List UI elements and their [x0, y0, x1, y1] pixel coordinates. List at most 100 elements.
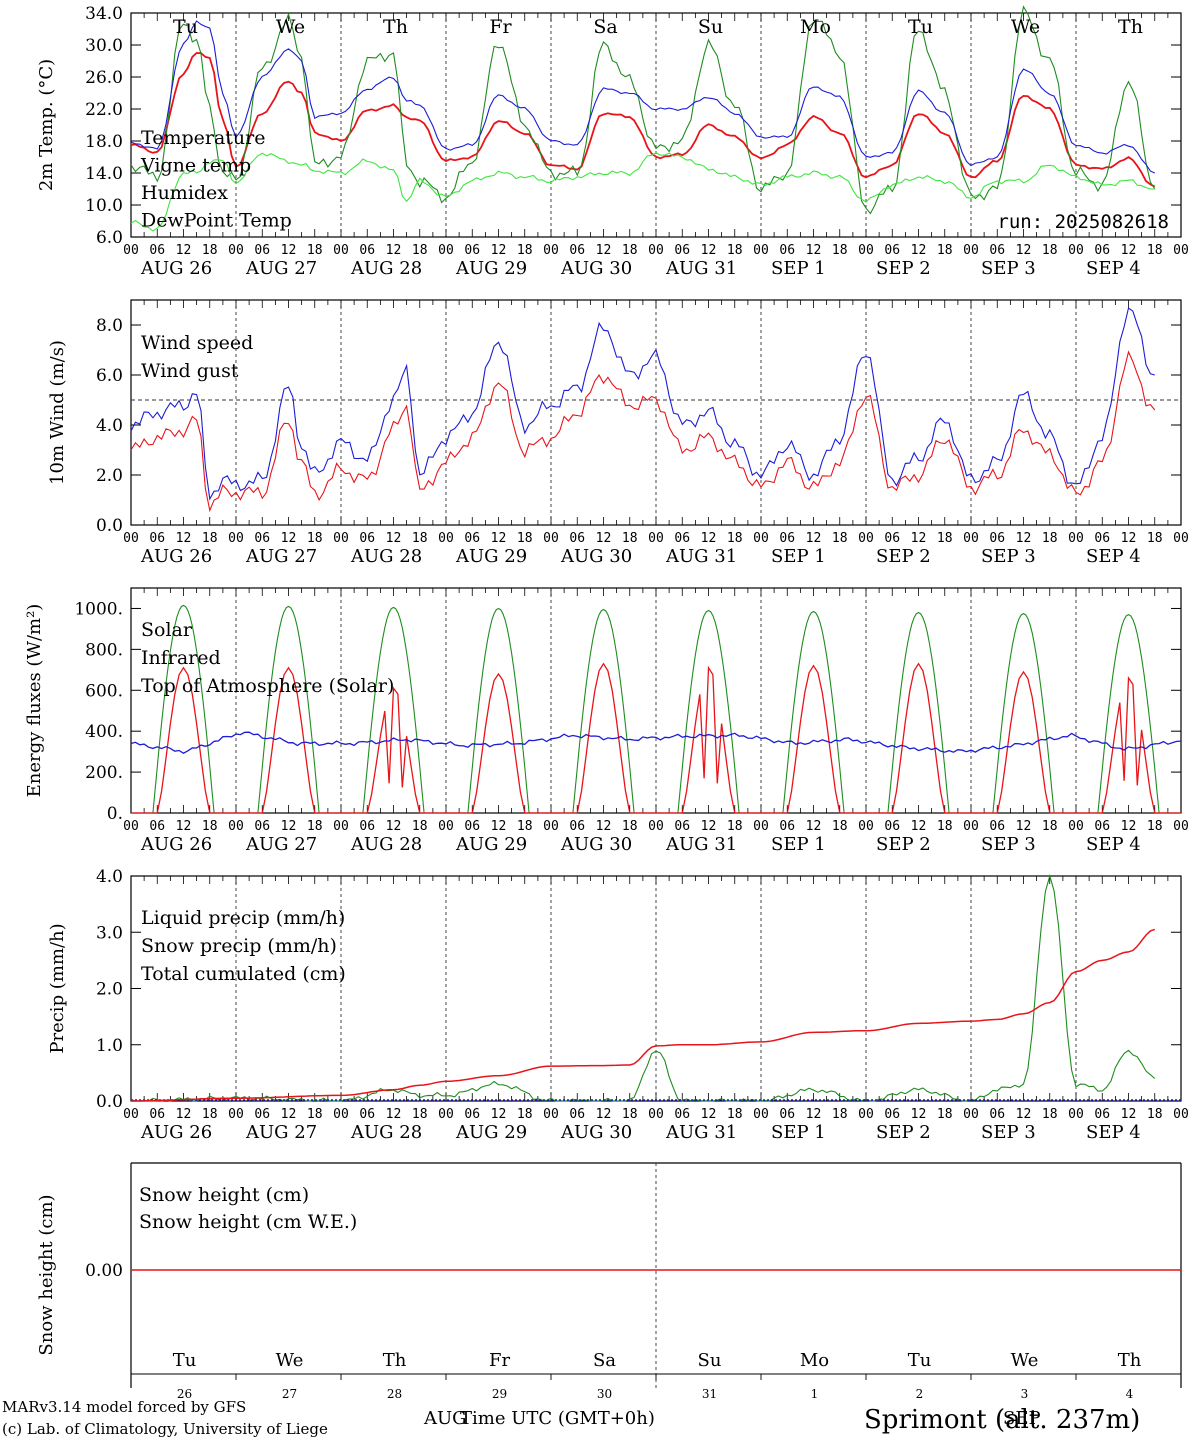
hour-tick-label: 06 [989, 819, 1005, 834]
hour-tick-label: 06 [149, 1107, 165, 1122]
y-axis-label: 2m Temp. (°C) [36, 59, 57, 191]
hour-tick-label: 06 [1094, 243, 1110, 258]
y-tick-label: 1000. [74, 599, 123, 619]
hour-tick-label: 06 [569, 1107, 585, 1122]
y-tick-label: 30.0 [85, 36, 123, 56]
hour-tick-label: 12 [1121, 819, 1137, 834]
hour-tick-label: 18 [832, 243, 848, 258]
date-label: AUG 29 [455, 1122, 527, 1143]
weekday-label: Su [698, 16, 723, 38]
hour-tick-label: 00 [1068, 243, 1084, 258]
hour-tick-label: 06 [464, 819, 480, 834]
series-line-total-cumulated [131, 928, 1156, 1102]
date-label: AUG 29 [455, 834, 527, 855]
hour-tick-label: 18 [202, 1107, 218, 1122]
date-label: AUG 31 [665, 258, 737, 279]
weekday-label: Th [383, 1350, 407, 1371]
y-tick-label: 6.0 [96, 366, 123, 386]
legend-entry: Humidex [141, 182, 228, 204]
hour-tick-label: 12 [281, 531, 297, 546]
date-label: AUG 31 [665, 834, 737, 855]
hour-tick-label: 12 [806, 243, 822, 258]
weekday-label: Th [1118, 1350, 1142, 1371]
copyright-credit: (c) Lab. of Climatology, University of L… [2, 1420, 328, 1438]
hour-tick-label: 18 [307, 531, 323, 546]
hour-tick-label: 00 [963, 819, 979, 834]
hour-tick-label: 18 [622, 819, 638, 834]
hour-tick-label: 12 [596, 819, 612, 834]
hour-tick-label: 06 [149, 819, 165, 834]
date-label: SEP 4 [1086, 834, 1141, 855]
hour-tick-label: 12 [911, 819, 927, 834]
hour-tick-label: 00 [543, 1107, 559, 1122]
y-tick-label: 18.0 [85, 132, 123, 152]
day-number-label: 2 [916, 1387, 924, 1401]
date-label: SEP 3 [981, 834, 1036, 855]
model-credit: MARv3.14 model forced by GFS [2, 1398, 246, 1416]
hour-tick-label: 18 [727, 531, 743, 546]
hour-tick-label: 00 [438, 819, 454, 834]
hour-tick-label: 06 [359, 243, 375, 258]
legend-entry: Top of Atmosphere (Solar) [141, 675, 394, 697]
hour-tick-label: 06 [674, 243, 690, 258]
month-label-right: SEP [1003, 1408, 1041, 1429]
hour-tick-label: 12 [281, 243, 297, 258]
hour-tick-label: 06 [884, 243, 900, 258]
y-tick-label: 10.0 [85, 196, 123, 216]
legend-entry: Temperature [141, 127, 265, 149]
legend-entry: Infrared [141, 647, 221, 669]
hour-tick-label: 06 [254, 531, 270, 546]
day-number-label: 29 [492, 1387, 507, 1401]
weekday-label: Fr [489, 16, 512, 38]
hour-tick-label: 06 [254, 1107, 270, 1122]
y-axis-label: 10m Wind (m/s) [47, 340, 68, 485]
hour-tick-label: 12 [911, 1107, 927, 1122]
hour-tick-label: 06 [884, 1107, 900, 1122]
hour-tick-label: 18 [937, 531, 953, 546]
hour-tick-label: 18 [202, 819, 218, 834]
date-label: SEP 3 [981, 546, 1036, 567]
date-label: AUG 27 [245, 546, 317, 567]
hour-tick-label: 18 [1042, 819, 1058, 834]
hour-tick-label: 12 [806, 819, 822, 834]
hour-tick-label: 18 [1042, 1107, 1058, 1122]
series-line-temperature [130, 52, 1156, 188]
date-label: SEP 2 [876, 258, 931, 279]
hour-tick-label: 12 [281, 819, 297, 834]
hour-tick-label: 18 [622, 531, 638, 546]
plot-frame-2 [130, 299, 1182, 526]
hour-tick-label: 18 [1147, 243, 1163, 258]
hour-tick-label: 06 [569, 531, 585, 546]
hour-tick-label: 06 [884, 819, 900, 834]
date-label: SEP 4 [1086, 258, 1141, 279]
hour-tick-label: 00 [963, 531, 979, 546]
hour-tick-label: 00 [123, 819, 139, 834]
weekday-label: Tu [173, 1350, 197, 1371]
hour-tick-label: 06 [464, 243, 480, 258]
hour-tick-label: 00 [543, 531, 559, 546]
hour-tick-label: 06 [779, 819, 795, 834]
legend-entry: Wind speed [141, 332, 253, 354]
hour-tick-label: 12 [1016, 243, 1032, 258]
hour-tick-label: 12 [386, 243, 402, 258]
hour-tick-label: 18 [202, 243, 218, 258]
date-label: AUG 29 [455, 546, 527, 567]
weekday-label: Sa [593, 16, 617, 38]
station-name: Sprimont (alt. 237m) [864, 1405, 1140, 1435]
hour-tick-label: 18 [307, 819, 323, 834]
date-label: AUG 28 [350, 1122, 422, 1143]
series-line-wind-gust [130, 307, 1155, 501]
hour-tick-label: 12 [281, 1107, 297, 1122]
hour-tick-label: 06 [779, 1107, 795, 1122]
hour-tick-label: 18 [727, 1107, 743, 1122]
hour-tick-label: 00 [333, 819, 349, 834]
hour-tick-label: 12 [386, 531, 402, 546]
date-label: AUG 30 [560, 834, 632, 855]
hour-tick-label: 06 [254, 819, 270, 834]
plot-frame-3 [130, 587, 1182, 814]
